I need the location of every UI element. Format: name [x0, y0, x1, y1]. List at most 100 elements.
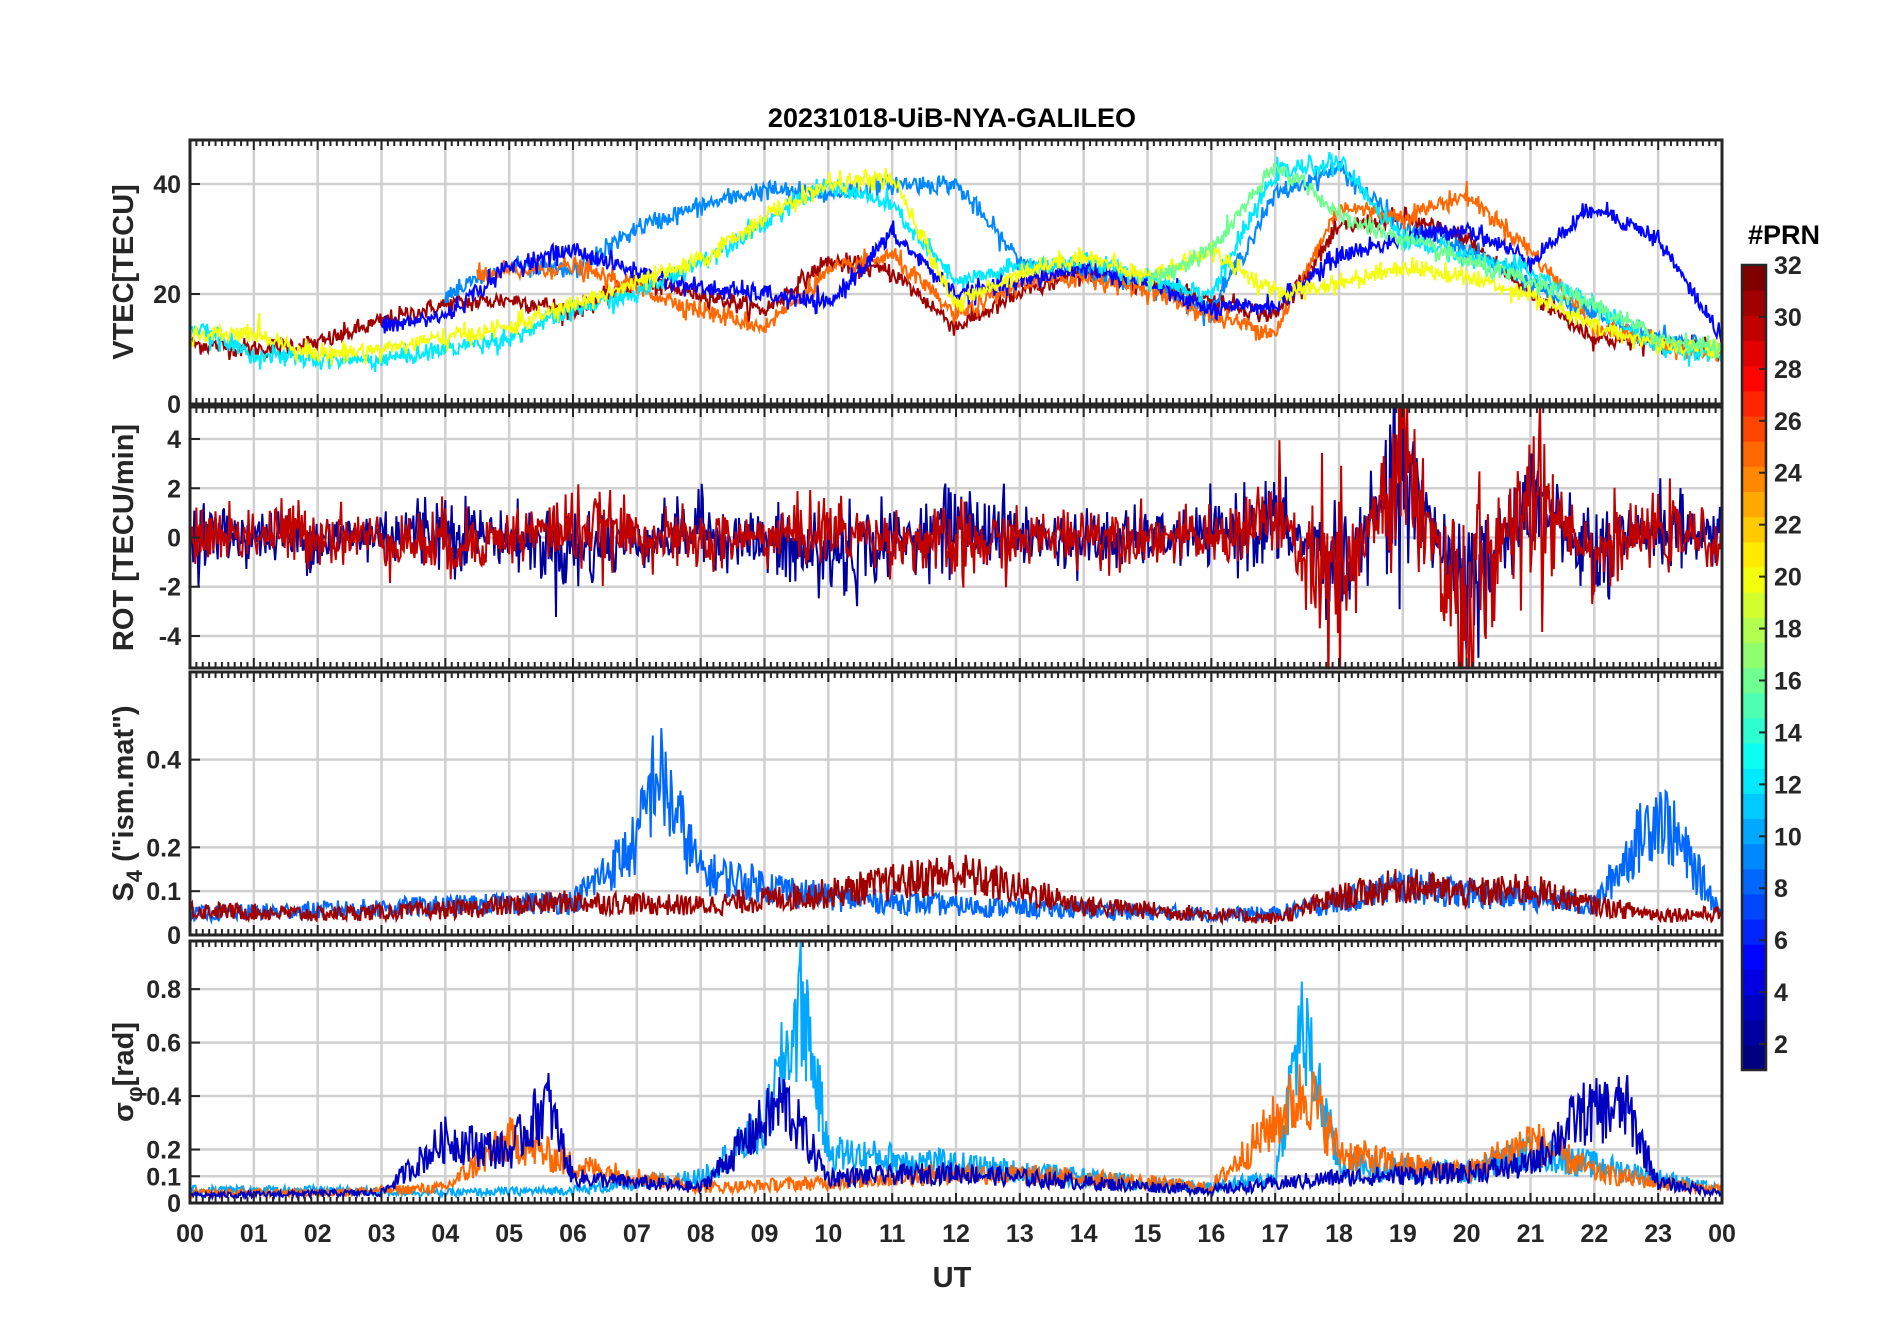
panel-rot: -4 -2 0 2 4 ROT [TECU/min] — [108, 405, 1724, 670]
y-tick-label: 0 — [167, 1190, 181, 1218]
colorbar-tick-label: 14 — [1774, 719, 1802, 747]
x-tick-label: 16 — [1197, 1220, 1225, 1248]
y-tick-label: 0.4 — [146, 747, 181, 775]
colorbar-segment — [1742, 1044, 1766, 1071]
colorbar-segment — [1742, 566, 1766, 593]
colorbar-tick-label: 12 — [1774, 771, 1802, 799]
x-tick-label: 19 — [1389, 1220, 1417, 1248]
series-group-vtec — [190, 151, 1722, 373]
colorbar-segment — [1742, 466, 1766, 493]
panel-vtec: 0 20 40 VTEC[TECU] — [108, 138, 1724, 419]
series-group-rot — [190, 407, 1722, 668]
colorbar-segment — [1742, 617, 1766, 643]
series-line-vtec-prn-20 — [190, 167, 1722, 366]
colorbar-tick-label: 32 — [1774, 252, 1802, 280]
colorbar-segment — [1742, 818, 1766, 845]
colorbar-segment — [1742, 742, 1766, 769]
colorbar-segment — [1742, 768, 1766, 794]
colorbar-tick-label: 28 — [1774, 356, 1802, 384]
x-tick-label: 21 — [1517, 1220, 1545, 1248]
colorbar-tick-label: 16 — [1774, 667, 1802, 695]
y-tick-label: 40 — [153, 171, 181, 199]
colorbar-tick-label: 2 — [1774, 1031, 1788, 1059]
colorbar-tick-label: 10 — [1774, 823, 1802, 851]
colorbar-tick-label: 6 — [1774, 927, 1788, 955]
colorbar-segment — [1742, 692, 1766, 719]
y-axis-label-main: S — [108, 882, 140, 901]
x-tick-label: 00 — [176, 1220, 204, 1248]
series-line-sigma-prn-3 — [190, 1072, 1722, 1202]
panel-s4: 00.10.20.4S4 ("ism.mat") — [108, 670, 1724, 950]
colorbar-segment — [1742, 365, 1766, 392]
x-tick-label: 06 — [559, 1220, 587, 1248]
x-tick-label: 12 — [942, 1220, 970, 1248]
y-axis-label-vtec: VTEC[TECU] — [108, 184, 140, 360]
colorbar-segment — [1742, 868, 1766, 895]
x-tick-label: 13 — [1006, 1220, 1034, 1248]
series-line-rot-prn-30 — [190, 407, 1722, 668]
y-axis-label-sub: 4 — [122, 869, 147, 882]
x-tick-label: 18 — [1325, 1220, 1353, 1248]
x-tick-label: 10 — [814, 1220, 842, 1248]
colorbar-segment — [1742, 793, 1766, 820]
colorbar-tick-label: 22 — [1774, 512, 1802, 540]
colorbar-segment — [1742, 843, 1766, 870]
colorbar-tick-label: 4 — [1774, 979, 1788, 1007]
colorbar-segment — [1742, 994, 1766, 1021]
x-tick-label: 05 — [495, 1220, 523, 1248]
series-line-s4-prn-8 — [190, 728, 1722, 925]
colorbar-segment — [1742, 415, 1766, 442]
colorbar-segment — [1742, 893, 1766, 920]
x-tick-label: 20 — [1453, 1220, 1481, 1248]
colorbar-segment — [1742, 340, 1766, 367]
x-tick-label: 23 — [1644, 1220, 1672, 1248]
y-tick-label: 0.6 — [146, 1030, 181, 1058]
y-axis-label-s4: S4 ("ism.mat") — [108, 705, 147, 901]
colorbar-title: #PRN — [1748, 220, 1820, 250]
y-tick-label: 2 — [167, 475, 181, 503]
series-line-vtec-prn-25 — [476, 180, 1722, 362]
colorbar-segment — [1742, 265, 1766, 291]
y-tick-label: 0.4 — [146, 1083, 181, 1111]
x-tick-label: 11 — [879, 1220, 906, 1248]
colorbar-segment — [1742, 491, 1766, 518]
x-axis-label: UT — [933, 1262, 972, 1294]
colorbar-segment — [1742, 315, 1766, 342]
colorbar-segment — [1742, 390, 1766, 417]
y-axis-label-sub: φ — [122, 1086, 147, 1102]
x-tick-label: 01 — [240, 1220, 268, 1248]
y-tick-label: 4 — [167, 426, 181, 454]
colorbar-tick-label: 30 — [1774, 304, 1802, 332]
chart-title: 20231018-UiB-NYA-GALILEO — [768, 103, 1136, 133]
colorbar-segment — [1742, 541, 1766, 568]
colorbar-segment — [1742, 290, 1766, 316]
series-line-s4-prn-31 — [190, 854, 1722, 926]
colorbar-tick-label: 26 — [1774, 408, 1802, 436]
y-tick-label: 0 — [167, 922, 181, 950]
x-tick-label: 03 — [368, 1220, 396, 1248]
colorbar-segment — [1742, 944, 1766, 970]
y-tick-label: 0.2 — [146, 834, 181, 862]
y-axis-label-rest: ("ism.mat") — [108, 705, 140, 869]
y-tick-label: 0.2 — [146, 1137, 181, 1165]
colorbar-segment — [1742, 441, 1766, 467]
x-tick-label: 04 — [431, 1220, 459, 1248]
y-tick-label: 20 — [153, 281, 181, 309]
x-tick-label: 17 — [1261, 1220, 1289, 1248]
series-line-vtec-prn-12 — [190, 151, 1722, 373]
y-axis-label-rest: [rad] — [108, 1022, 140, 1086]
x-axis: 00 01 02 03 04 05 06 07 08 09 10 11 12 13 14 15 16 17 18 19… — [176, 1220, 1736, 1248]
x-tick-label: 09 — [751, 1220, 779, 1248]
y-tick-label: 0.8 — [146, 976, 181, 1004]
series-line-vtec-prn-31 — [190, 206, 1722, 362]
colorbar-frame — [1740, 263, 1768, 1072]
y-axis-label-sigma: σφ[rad] — [108, 1022, 147, 1122]
y-axis-label-main: σ — [108, 1102, 140, 1122]
x-tick-label: 15 — [1134, 1220, 1162, 1248]
y-tick-label: -2 — [159, 574, 181, 602]
panel-sigma: 00.10.2 0.4 0.6 0.8 σφ[rad] — [108, 939, 1724, 1218]
x-tick-label: 02 — [304, 1220, 332, 1248]
colorbar-tick-label: 20 — [1774, 564, 1802, 592]
series-line-vtec-prn-16 — [1146, 162, 1722, 361]
